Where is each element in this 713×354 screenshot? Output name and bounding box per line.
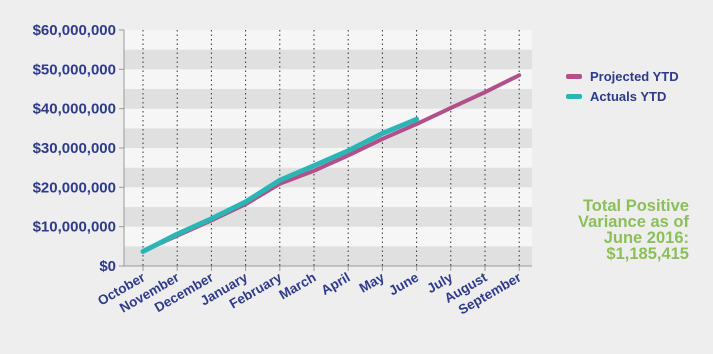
grid-band <box>124 30 532 50</box>
grid-bands <box>124 30 532 266</box>
legend-item-actuals: Actuals YTD <box>566 86 679 106</box>
annotation-line-3: June 2016: <box>603 229 689 247</box>
legend: Projected YTD Actuals YTD <box>566 66 679 106</box>
annotation-line-1: Total Positive <box>582 197 689 215</box>
y-axis-ticks: $0 $10,000,000 $20,000,000 $30,000,000 $40,0… <box>33 22 124 275</box>
grid-band <box>124 167 532 188</box>
annotation-line-2: Variance as of <box>578 213 689 231</box>
x-axis-ticks: OctoberNovemberDecemberJanuaryFebruaryMa… <box>95 266 524 317</box>
y-tick-label: $30,000,000 <box>33 140 116 157</box>
variance-annotation: Total Positive Variance as of June 2016:… <box>519 197 689 263</box>
grid-band <box>124 49 532 70</box>
x-tick-label: June <box>386 269 421 298</box>
y-tick-label: $0 <box>99 258 116 275</box>
x-tick-label: April <box>319 270 353 298</box>
grid-band <box>124 226 532 247</box>
series-lines <box>140 73 522 254</box>
y-tick-label: $40,000,000 <box>33 101 116 118</box>
x-tick-label: May <box>357 269 388 295</box>
grid-band <box>124 187 532 207</box>
grid-band <box>124 89 532 109</box>
legend-label-projected: Projected YTD <box>590 68 679 84</box>
legend-swatch-actuals <box>566 93 582 99</box>
grid-band <box>124 246 532 266</box>
grid-band <box>124 69 532 89</box>
legend-swatch-projected <box>566 73 582 79</box>
legend-label-actuals: Actuals YTD <box>590 88 667 104</box>
legend-item-projected: Projected YTD <box>566 66 679 86</box>
grid-band <box>124 108 532 129</box>
vertical-gridlines <box>142 30 520 266</box>
y-tick-label: $50,000,000 <box>33 61 116 78</box>
annotation-line-4: $1,185,415 <box>606 245 689 263</box>
x-tick-label: March <box>277 270 319 303</box>
actuals-ytd-line <box>140 116 420 254</box>
y-tick-label: $10,000,000 <box>33 219 116 236</box>
grid-band <box>124 207 532 227</box>
y-tick-label: $60,000,000 <box>33 22 116 39</box>
y-tick-label: $20,000,000 <box>33 179 116 196</box>
grid-band <box>124 128 532 148</box>
